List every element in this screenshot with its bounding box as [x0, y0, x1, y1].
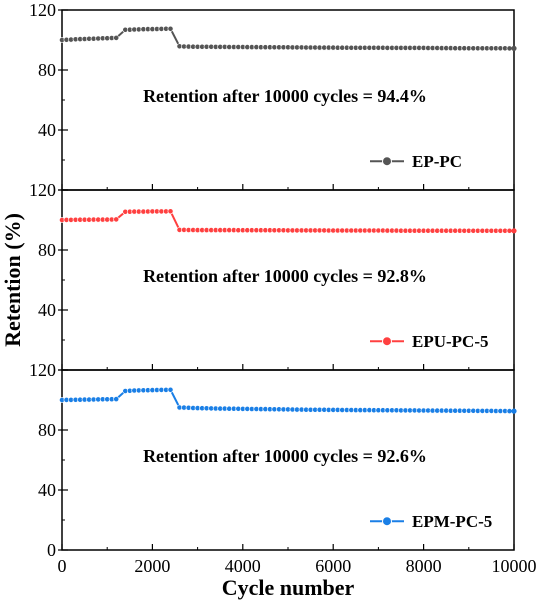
- legend: EPM-PC-5: [370, 512, 492, 531]
- data-point: [167, 386, 174, 393]
- legend: EP-PC: [370, 152, 462, 171]
- y-tick-label: 80: [38, 240, 56, 260]
- legend-marker: [382, 156, 392, 167]
- retention-annotation: Retention after 10000 cycles = 92.8%: [143, 266, 427, 286]
- legend: EPU-PC-5: [370, 332, 488, 351]
- data-point: [113, 216, 120, 223]
- x-axis-title: Cycle number: [222, 575, 355, 600]
- retention-annotation: Retention after 10000 cycles = 94.4%: [143, 86, 427, 106]
- data-point: [506, 45, 513, 52]
- data-point: [506, 227, 513, 234]
- legend-marker: [382, 336, 392, 347]
- x-tick-label: 4000: [225, 556, 261, 576]
- legend-label: EPU-PC-5: [412, 332, 488, 351]
- data-point: [511, 408, 517, 414]
- legend-label: EP-PC: [412, 152, 462, 171]
- y-tick-label: 0: [47, 540, 56, 560]
- data-point: [506, 408, 513, 414]
- legend-label: EPM-PC-5: [412, 512, 492, 531]
- panel-2: 40 80 120 Retention after 10000 cycles = 92…: [29, 180, 517, 371]
- series-markers: [59, 25, 517, 52]
- y-tick-label: 80: [38, 60, 56, 80]
- data-point: [511, 45, 517, 52]
- x-tick-label: 2000: [134, 556, 170, 576]
- data-point: [167, 25, 174, 32]
- data-point: [167, 208, 174, 215]
- data-point: [511, 228, 517, 234]
- y-tick-label: 40: [38, 300, 56, 320]
- y-tick-label: 40: [38, 480, 56, 500]
- data-point: [113, 396, 120, 402]
- y-axis-title: Retention (%): [0, 213, 25, 347]
- retention-annotation: Retention after 10000 cycles = 92.6%: [143, 446, 427, 466]
- series-markers: [59, 208, 517, 234]
- x-tick-label: 0: [58, 556, 67, 576]
- panel-3: 0 40 80 120 Retention after 10000 cycles = 9…: [29, 360, 517, 560]
- x-tick-label: 6000: [315, 556, 351, 576]
- y-tick-label: 120: [29, 180, 56, 200]
- y-tick-label: 80: [38, 420, 56, 440]
- series-markers: [59, 386, 517, 414]
- data-point: [113, 35, 120, 41]
- chart-panels: 40 80 120 Retention after 10000 cycles = 94…: [29, 0, 517, 560]
- panel-1: 40 80 120 Retention after 10000 cycles = 94…: [29, 0, 517, 191]
- y-tick-label: 40: [38, 120, 56, 140]
- y-tick-label: 120: [29, 0, 56, 20]
- y-tick-label: 120: [29, 360, 56, 380]
- x-tick-label: 10000: [492, 556, 537, 576]
- legend-marker: [382, 516, 392, 527]
- shared-x-axis: 0 2000 4000 6000 8000 10000: [58, 556, 537, 576]
- x-tick-label: 8000: [406, 556, 442, 576]
